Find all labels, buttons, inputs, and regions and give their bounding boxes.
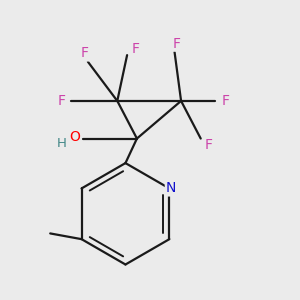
Text: F: F bbox=[221, 94, 229, 108]
Text: H: H bbox=[57, 137, 67, 150]
Text: F: F bbox=[172, 37, 180, 51]
Text: F: F bbox=[81, 46, 88, 61]
Text: N: N bbox=[166, 182, 176, 195]
Text: F: F bbox=[205, 138, 213, 152]
Text: F: F bbox=[58, 94, 66, 108]
Text: O: O bbox=[69, 130, 80, 144]
Text: F: F bbox=[131, 42, 139, 56]
